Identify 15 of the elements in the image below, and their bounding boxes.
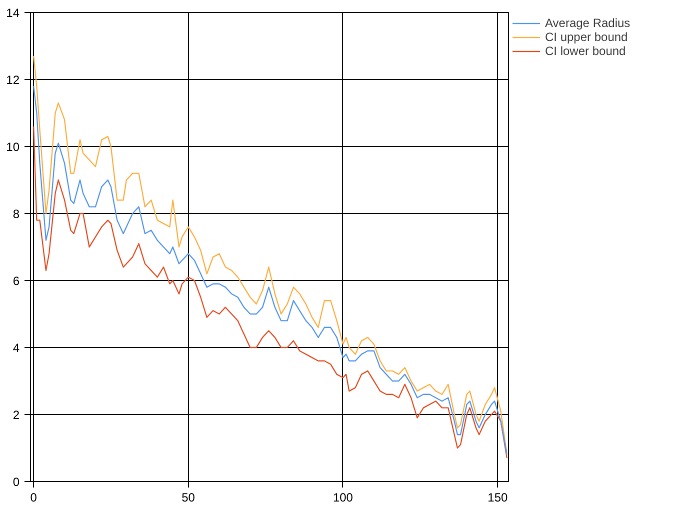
legend-label: Average Radius xyxy=(545,16,630,30)
x-tick-label: 150 xyxy=(488,490,508,504)
y-tick-label: 2 xyxy=(12,408,20,422)
y-tick-label: 12 xyxy=(6,73,20,87)
legend-label: CI lower bound xyxy=(545,44,626,58)
x-tick-label: 50 xyxy=(182,490,196,504)
y-tick-label: 6 xyxy=(12,274,20,288)
y-tick-label: 4 xyxy=(12,341,20,355)
y-tick-label: 14 xyxy=(6,6,20,20)
x-tick-label: 0 xyxy=(30,490,38,504)
y-tick-label: 8 xyxy=(12,207,20,221)
y-tick-label: 10 xyxy=(6,140,20,154)
x-tick-label: 100 xyxy=(332,490,354,504)
y-tick-label: 0 xyxy=(12,475,20,489)
legend-label: CI upper bound xyxy=(545,30,628,44)
